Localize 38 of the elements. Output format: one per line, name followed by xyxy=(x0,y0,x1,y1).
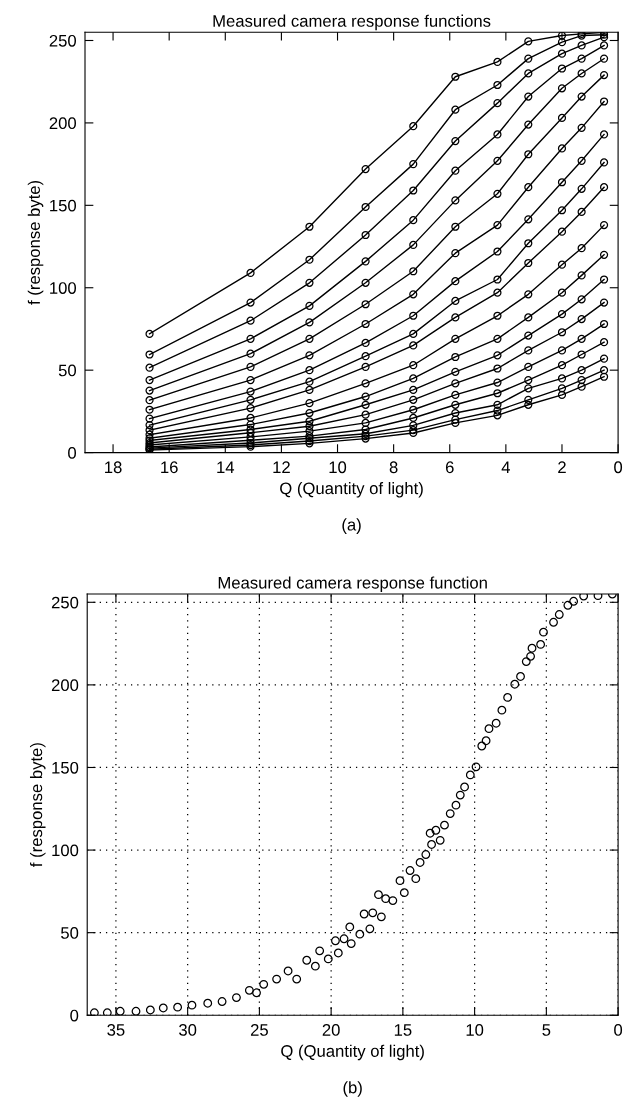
y-tick-label: 250 xyxy=(51,596,79,609)
x-tick-label: 4 xyxy=(501,461,511,473)
chart-title: Measured camera response functions xyxy=(213,14,491,31)
y-tick-label: 50 xyxy=(61,927,79,939)
x-tick-label: 35 xyxy=(107,1024,125,1036)
x-tick-label: 20 xyxy=(322,1024,340,1036)
x-tick-label: 25 xyxy=(250,1024,268,1036)
y-tick-label: 100 xyxy=(52,844,79,857)
x-tick-label: 14 xyxy=(217,461,235,473)
x-tick-label: 16 xyxy=(161,461,178,474)
chart-title: Measured camera response function xyxy=(218,576,487,592)
y-axis-title: f (response byte) xyxy=(27,180,44,305)
y-tick-label: 200 xyxy=(49,117,77,130)
x-tick-label: 10 xyxy=(466,1024,484,1036)
x-tick-label: 10 xyxy=(329,461,347,474)
x-axis-title: Q (Quantity of light) xyxy=(281,1044,424,1061)
y-axis-title: f (response byte) xyxy=(29,743,46,867)
y-tick-label: 250 xyxy=(49,34,77,47)
x-tick-label: 12 xyxy=(273,461,290,473)
x-tick-label: 6 xyxy=(445,461,454,474)
y-tick-label: 0 xyxy=(70,1009,79,1022)
text: (a) xyxy=(342,518,361,534)
x-axis-title: Q (Quantity of light) xyxy=(280,482,423,498)
x-tick-label: 30 xyxy=(179,1024,197,1036)
y-tick-label: 50 xyxy=(58,364,77,377)
x-tick-label: 0 xyxy=(614,1024,623,1036)
x-tick-label: 2 xyxy=(558,461,566,473)
y-tick-label: 100 xyxy=(50,282,77,294)
text: (b) xyxy=(343,1081,362,1097)
x-tick-label: 18 xyxy=(105,461,122,474)
y-tick-label: 200 xyxy=(51,679,79,692)
x-tick-label: 5 xyxy=(542,1024,551,1036)
y-tick-label: 0 xyxy=(68,446,77,459)
x-tick-label: 8 xyxy=(389,461,398,474)
y-tick-label: 150 xyxy=(52,761,79,774)
y-tick-label: 150 xyxy=(50,199,77,212)
x-tick-label: 0 xyxy=(614,461,623,474)
x-tick-label: 15 xyxy=(394,1024,412,1036)
